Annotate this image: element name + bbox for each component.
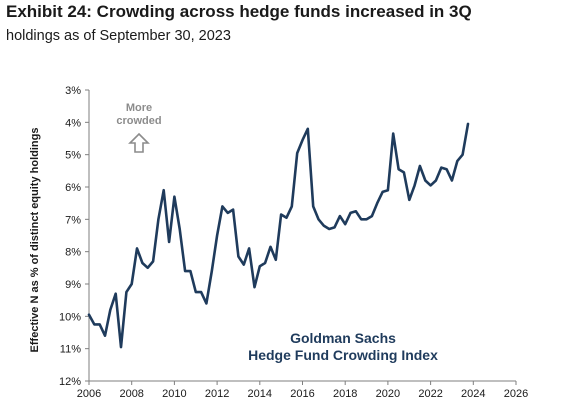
series-name-label: Goldman Sachs Hedge Fund Crowding Index [248, 330, 438, 363]
y-tick-label: 9% [65, 279, 81, 291]
y-tick-label: 3% [65, 85, 81, 97]
x-tick-label: 2024 [461, 388, 485, 400]
x-tick-label: 2006 [77, 388, 101, 400]
more-crowded-annotation: More crowded [116, 102, 162, 153]
series-label-line2: Hedge Fund Crowding Index [248, 347, 438, 363]
series-line [87, 122, 470, 349]
series [87, 122, 470, 349]
series-label-line1: Goldman Sachs [290, 330, 396, 346]
y-tick-label: 5% [65, 150, 81, 162]
x-tick-label: 2014 [248, 388, 272, 400]
y-tick-label: 11% [60, 344, 81, 356]
annotation-line1: More [126, 102, 152, 114]
y-tick-label: 7% [65, 214, 81, 226]
y-tick-label: 8% [65, 247, 81, 259]
x-tick-label: 2018 [333, 388, 357, 400]
x-tick-label: 2012 [205, 388, 229, 400]
x-tick-label: 2020 [376, 388, 400, 400]
x-tick-label: 2016 [290, 388, 314, 400]
y-tick-label: 6% [65, 182, 81, 194]
y-tick-label: 10% [59, 311, 81, 323]
y-axis-label: Effective N as % of distinct equity hold… [29, 128, 41, 353]
y-ticks: 3% 4% 5% 6% 7% 8% 9% 10% 11% 12% [59, 85, 89, 388]
x-tick-label: 2008 [119, 388, 143, 400]
x-tick-label: 2022 [418, 388, 442, 400]
y-axis-label-text: Effective N as % of distinct equity hold… [29, 128, 41, 353]
chart-subtitle: holdings as of September 30, 2023 [6, 28, 231, 44]
y-tick-label: 12% [59, 376, 81, 388]
chart-title: Exhibit 24: Crowding across hedge funds … [6, 2, 472, 21]
x-ticks: 2006 2008 2010 2012 2014 2016 2018 2020 2022 2024… [77, 381, 528, 400]
arrow-up-outline-icon [128, 132, 150, 153]
y-tick-label: 4% [65, 117, 81, 129]
annotation-line2: crowded [116, 115, 161, 127]
x-tick-label: 2026 [504, 388, 528, 400]
x-tick-label: 2010 [162, 388, 186, 400]
